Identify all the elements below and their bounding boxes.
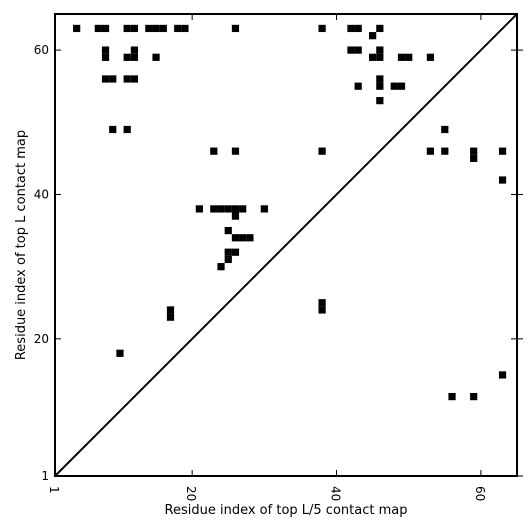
- contact-cell: [166, 313, 175, 321]
- contact-cell: [426, 53, 434, 61]
- contact-cell: [109, 75, 117, 83]
- contact-cell: [231, 24, 240, 33]
- contact-cell: [231, 234, 240, 242]
- contact-cell: [376, 53, 384, 61]
- contact-cell: [376, 75, 384, 83]
- contact-cell: [116, 349, 124, 357]
- contact-cell: [224, 255, 232, 264]
- contact-cell: [354, 82, 362, 90]
- contact-cell: [260, 205, 268, 213]
- x-tick-label: 1: [47, 486, 61, 494]
- y-tick-label: 1: [41, 469, 49, 483]
- contact-cell: [470, 392, 478, 401]
- contact-cell: [224, 226, 232, 235]
- contact-cells: [73, 24, 507, 401]
- contact-cell: [152, 24, 160, 33]
- contact-cell: [231, 205, 240, 213]
- contact-cell: [123, 75, 131, 83]
- y-tick-label: 40: [34, 187, 49, 201]
- contact-cell: [246, 234, 254, 242]
- contact-cell: [123, 24, 131, 33]
- contact-cell: [73, 24, 81, 33]
- contact-cell: [318, 147, 326, 155]
- contact-cell: [231, 147, 240, 155]
- contact-cell: [498, 371, 507, 379]
- contact-cell: [130, 46, 139, 54]
- contact-cell: [441, 147, 449, 155]
- contact-cell: [239, 205, 247, 213]
- y-tick-label: 60: [34, 43, 49, 57]
- contact-cell: [217, 263, 225, 271]
- x-tick-label: 60: [473, 486, 487, 501]
- contact-cell: [397, 53, 406, 61]
- contact-cell: [347, 46, 355, 54]
- contact-cell: [390, 82, 398, 90]
- diagonal-line: [54, 13, 518, 477]
- contact-cell: [426, 147, 434, 155]
- contact-cell: [130, 53, 139, 61]
- x-tick-label: 40: [329, 486, 343, 501]
- x-tick-label: 20: [184, 486, 198, 501]
- contact-cell: [101, 53, 110, 61]
- y-tick-label: 20: [34, 332, 49, 346]
- x-axis-label: Residue index of top L/5 contact map: [165, 503, 408, 518]
- contact-cell: [397, 82, 406, 90]
- contact-cell: [181, 24, 189, 33]
- contact-cell: [101, 75, 110, 83]
- axis-ticks: 1 20 40 60 1 20 40 60: [34, 14, 523, 501]
- contact-cell: [224, 248, 232, 256]
- contact-cell: [231, 212, 240, 220]
- contact-cell: [94, 24, 102, 33]
- contact-cell: [101, 24, 110, 33]
- contact-cell: [369, 53, 377, 61]
- contact-cell: [470, 147, 478, 155]
- contact-cell: [376, 97, 384, 105]
- contact-cell: [498, 176, 507, 184]
- contact-cell: [109, 125, 117, 134]
- contact-cell: [123, 125, 131, 134]
- contact-cell: [318, 306, 326, 314]
- contact-cell: [405, 53, 413, 61]
- contact-cell: [354, 46, 362, 54]
- contact-cell: [210, 147, 218, 155]
- contact-cell: [159, 24, 167, 33]
- contact-cell: [101, 46, 110, 54]
- contact-cell: [441, 125, 449, 134]
- contact-cell: [448, 392, 456, 401]
- contact-cell: [152, 53, 160, 61]
- contact-cell: [224, 205, 232, 213]
- contact-cell: [166, 306, 175, 314]
- contact-cell: [369, 32, 377, 40]
- contact-cell: [318, 24, 326, 33]
- y-axis-label: Residue index of top L contact map: [14, 130, 29, 360]
- contact-cell: [130, 75, 139, 83]
- contact-cell: [130, 24, 139, 33]
- plot-frame: [54, 13, 518, 477]
- contact-cell: [318, 299, 326, 307]
- contact-cell: [347, 24, 355, 33]
- contact-cell: [123, 53, 131, 61]
- contact-cell: [498, 147, 507, 155]
- contact-cell: [354, 24, 362, 33]
- contact-cell: [195, 205, 203, 213]
- contact-cell: [210, 205, 218, 213]
- contact-cell: [376, 46, 384, 54]
- contact-cell: [376, 24, 384, 33]
- contact-cell: [174, 24, 182, 33]
- contact-cell: [145, 24, 153, 33]
- contact-cell: [231, 248, 240, 256]
- contact-cell: [470, 154, 478, 162]
- contact-cell: [376, 82, 384, 90]
- contact-cell: [239, 234, 247, 242]
- contact-cell: [217, 205, 225, 213]
